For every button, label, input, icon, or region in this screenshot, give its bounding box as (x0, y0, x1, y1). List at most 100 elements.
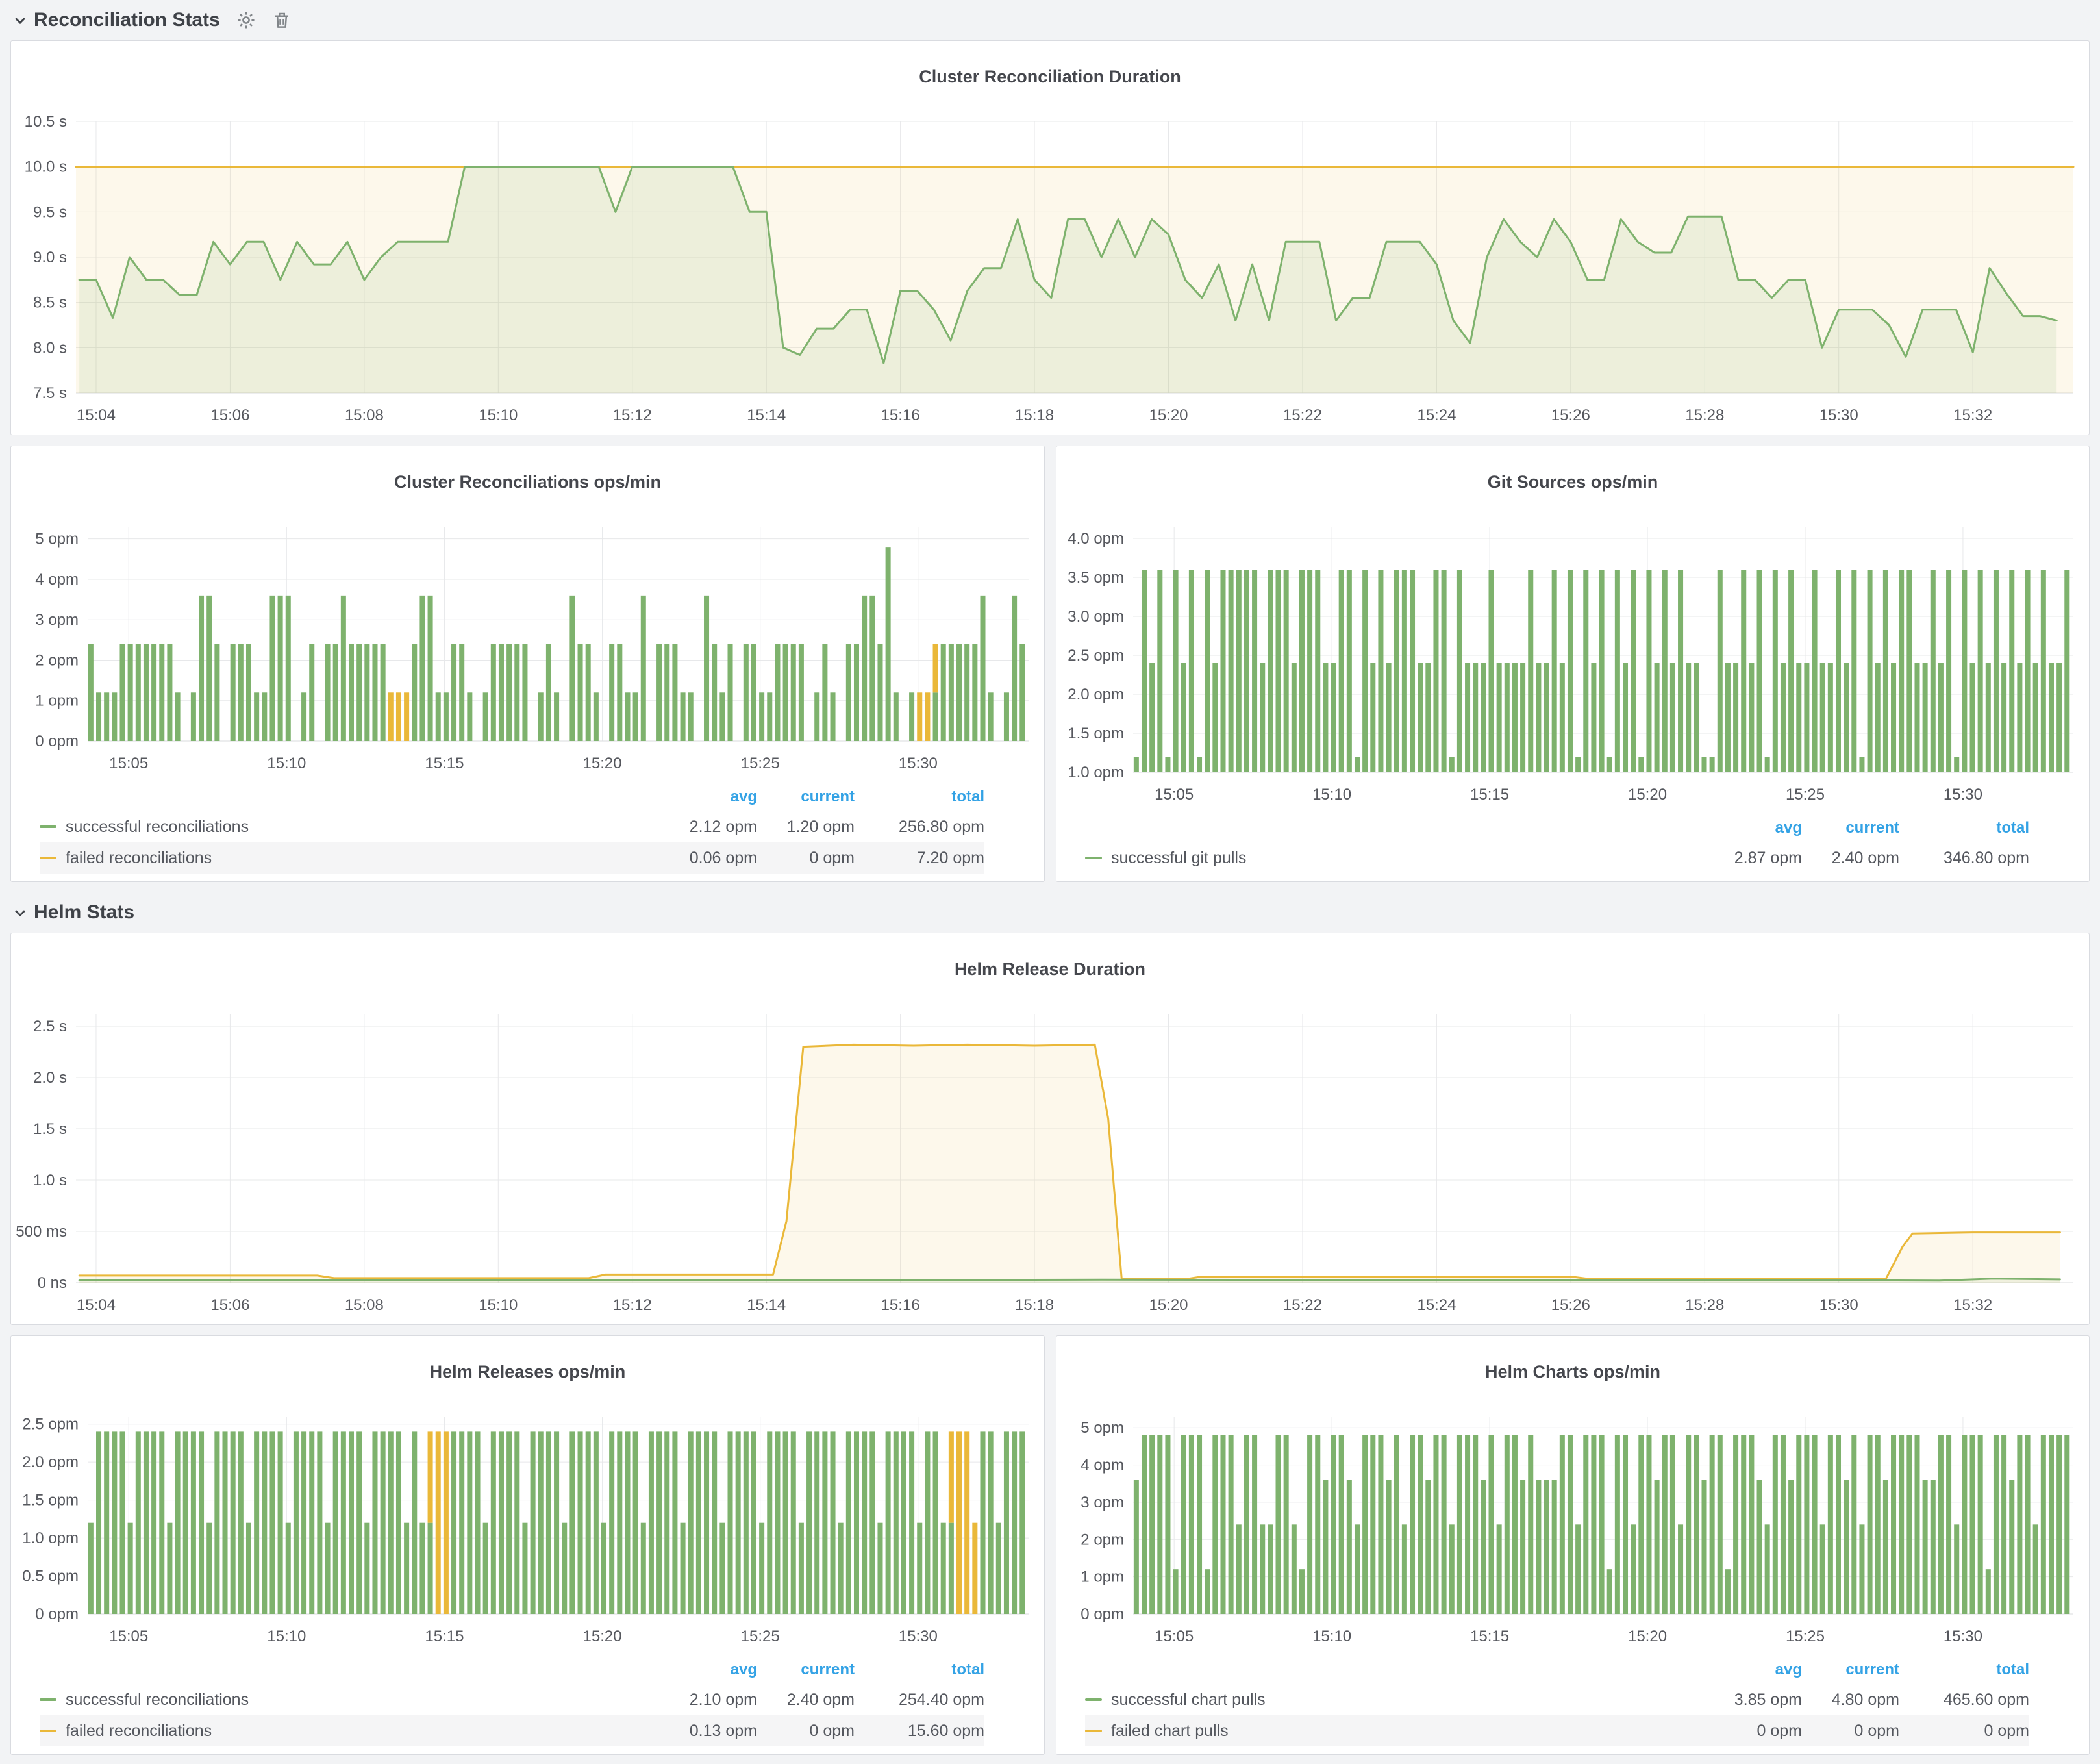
panel-title[interactable]: Helm Release Duration (954, 959, 1146, 979)
legend-col-current[interactable]: current (1845, 819, 1899, 837)
git-sources-opm-chart[interactable]: 15:05 15:10 15:15 15:20 15:25 15:30 1.0 opm 1.5… (1056, 510, 2089, 814)
svg-text:15:30: 15:30 (899, 755, 938, 772)
svg-text:15:12: 15:12 (613, 407, 652, 424)
chevron-down-icon[interactable] (13, 905, 27, 920)
series-name[interactable]: failed chart pulls (1111, 1721, 1229, 1740)
series-total: 346.80 opm (1943, 848, 2029, 867)
svg-text:15:32: 15:32 (1953, 407, 1992, 424)
section-title[interactable]: Helm Stats (34, 901, 135, 923)
cluster-reconciliation-duration-chart[interactable]: 15:04 15:06 15:08 15:10 15:12 15:14 15:16 15:18… (11, 105, 2089, 435)
helm-releases-opm-chart[interactable]: 15:05 15:10 15:15 15:20 15:25 15:30 0 opm 0.5 o… (11, 1400, 1044, 1656)
chevron-down-icon[interactable] (13, 13, 27, 27)
svg-text:2.5 opm: 2.5 opm (22, 1416, 79, 1433)
legend-col-total[interactable]: total (1996, 819, 2029, 837)
legend-header: avg current total (1085, 814, 2029, 842)
legend-col-total[interactable]: total (1996, 1661, 2029, 1678)
legend-col-current[interactable]: current (801, 788, 855, 805)
panel-git-sources-opm: Git Sources ops/min 15:05 15:10 15:15 15:20… (1056, 446, 2090, 882)
svg-text:1 opm: 1 opm (35, 692, 79, 710)
svg-text:15:30: 15:30 (899, 1628, 938, 1645)
panel-title[interactable]: Helm Charts ops/min (1484, 1362, 1661, 1382)
panel-cluster-reconciliation-duration: Cluster Reconciliation Duration 15:04 15:… (10, 40, 2090, 435)
legend-col-avg[interactable]: avg (1775, 819, 1802, 837)
svg-text:500 ms: 500 ms (16, 1223, 67, 1241)
legend-col-current[interactable]: current (1845, 1661, 1899, 1678)
series-color-dash (1085, 857, 1102, 859)
helm-charts-opm-chart[interactable]: 15:05 15:10 15:15 15:20 15:25 15:30 0 opm 1 opm… (1056, 1400, 2089, 1656)
legend-col-total[interactable]: total (951, 1661, 984, 1678)
legend-col-avg[interactable]: avg (730, 788, 757, 805)
series-current: 1.20 opm (786, 817, 855, 836)
series-name[interactable]: successful chart pulls (1111, 1690, 1266, 1709)
series-name[interactable]: failed reconciliations (66, 1721, 212, 1740)
svg-text:4 opm: 4 opm (35, 571, 79, 588)
svg-text:3 opm: 3 opm (1081, 1494, 1124, 1511)
svg-text:4 opm: 4 opm (1081, 1456, 1124, 1474)
legend-row: successful chart pulls 3.85 opm 4.80 opm… (1085, 1684, 2029, 1715)
svg-text:15:25: 15:25 (741, 755, 780, 772)
svg-text:15:10: 15:10 (267, 755, 306, 772)
section-header-reconciliation-stats[interactable]: Reconciliation Stats (10, 0, 2090, 40)
svg-text:15:20: 15:20 (583, 1628, 622, 1645)
svg-text:2.5 opm: 2.5 opm (1068, 647, 1124, 664)
svg-text:8.5 s: 8.5 s (33, 294, 67, 311)
legend: avg current total successful reconciliat… (11, 783, 1044, 881)
svg-text:1.5 opm: 1.5 opm (1068, 725, 1124, 742)
series-name[interactable]: successful git pulls (1111, 848, 1247, 867)
panel-title[interactable]: Git Sources ops/min (1487, 472, 1658, 492)
svg-text:2.5 s: 2.5 s (33, 1018, 67, 1035)
series-color-dash (40, 1698, 56, 1701)
svg-text:15:16: 15:16 (881, 407, 920, 424)
svg-text:15:26: 15:26 (1551, 407, 1590, 424)
svg-text:0 opm: 0 opm (35, 733, 79, 750)
series-name[interactable]: successful reconciliations (66, 817, 249, 836)
svg-text:15:06: 15:06 (210, 1296, 249, 1314)
svg-text:15:20: 15:20 (1628, 1628, 1667, 1645)
cluster-reconciliations-opm-chart[interactable]: 15:05 15:10 15:15 15:20 15:25 15:30 0 opm 1 opm… (11, 510, 1044, 783)
panel-title[interactable]: Helm Releases ops/min (429, 1362, 626, 1382)
svg-text:2 opm: 2 opm (1081, 1531, 1124, 1548)
legend-row: failed reconciliations 0.13 opm 0 opm 15… (40, 1715, 984, 1746)
svg-text:15:25: 15:25 (1786, 1628, 1825, 1645)
series-current: 2.40 opm (786, 1690, 855, 1709)
svg-text:15:25: 15:25 (741, 1628, 780, 1645)
legend-col-avg[interactable]: avg (1775, 1661, 1802, 1678)
section-header-helm-stats[interactable]: Helm Stats (10, 892, 2090, 933)
svg-text:3.0 opm: 3.0 opm (1068, 608, 1124, 625)
panel-title[interactable]: Cluster Reconciliation Duration (919, 67, 1181, 87)
section-title[interactable]: Reconciliation Stats (34, 9, 220, 31)
svg-text:3 opm: 3 opm (35, 611, 79, 629)
svg-text:15:08: 15:08 (345, 1296, 384, 1314)
series-avg: 2.87 opm (1734, 848, 1802, 867)
series-current: 0 opm (1854, 1721, 1899, 1740)
series-avg: 2.12 opm (689, 817, 757, 836)
series-name[interactable]: failed reconciliations (66, 848, 212, 867)
svg-text:2.0 opm: 2.0 opm (1068, 686, 1124, 703)
trash-icon[interactable] (272, 10, 292, 30)
legend-col-current[interactable]: current (801, 1661, 855, 1678)
svg-text:15:05: 15:05 (1155, 1628, 1194, 1645)
svg-text:15:10: 15:10 (267, 1628, 306, 1645)
svg-text:15:22: 15:22 (1283, 1296, 1322, 1314)
legend-header: avg current total (1085, 1656, 2029, 1684)
svg-text:0 ns: 0 ns (38, 1274, 67, 1292)
legend-header: avg current total (40, 1656, 984, 1684)
helm-release-duration-chart[interactable]: 15:04 15:06 15:08 15:10 15:12 15:14 15:16 15:18… (11, 997, 2089, 1324)
legend: avg current total successful git pulls 2… (1056, 814, 2089, 881)
legend-col-total[interactable]: total (951, 788, 984, 805)
svg-text:15:28: 15:28 (1685, 407, 1724, 424)
svg-text:4.0 opm: 4.0 opm (1068, 530, 1124, 548)
series-total: 254.40 opm (898, 1690, 984, 1709)
svg-text:15:06: 15:06 (210, 407, 249, 424)
legend-col-avg[interactable]: avg (730, 1661, 757, 1678)
series-total: 7.20 opm (916, 848, 984, 867)
svg-text:15:08: 15:08 (345, 407, 384, 424)
series-color-dash (40, 825, 56, 828)
svg-text:0 opm: 0 opm (35, 1606, 79, 1623)
series-avg: 0.06 opm (689, 848, 757, 867)
legend-row: failed chart pulls 0 opm 0 opm 0 opm (1085, 1715, 2029, 1746)
series-total: 0 opm (1984, 1721, 2029, 1740)
panel-title[interactable]: Cluster Reconciliations ops/min (394, 472, 662, 492)
gear-icon[interactable] (236, 10, 256, 31)
series-name[interactable]: successful reconciliations (66, 1690, 249, 1709)
